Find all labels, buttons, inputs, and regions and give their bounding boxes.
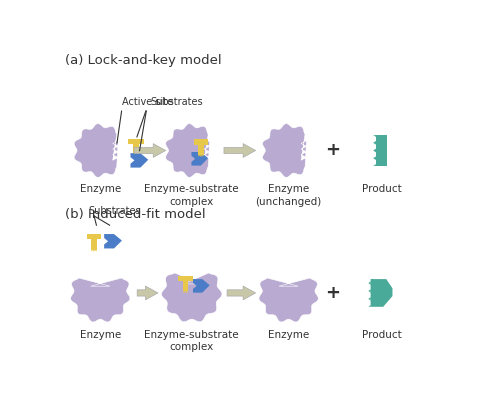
Polygon shape (376, 135, 387, 166)
Polygon shape (133, 143, 139, 155)
Polygon shape (131, 153, 148, 168)
Polygon shape (128, 139, 144, 144)
Polygon shape (198, 155, 204, 157)
Polygon shape (162, 273, 222, 322)
Polygon shape (71, 278, 130, 322)
Polygon shape (371, 279, 393, 307)
Polygon shape (259, 278, 318, 322)
Text: Enzyme-substrate
complex: Enzyme-substrate complex (144, 330, 239, 352)
Text: Substrates: Substrates (88, 206, 141, 216)
Text: (b) Induced-fit model: (b) Induced-fit model (65, 208, 205, 221)
Polygon shape (263, 123, 306, 177)
Text: Product: Product (362, 330, 401, 340)
Text: Enzyme: Enzyme (268, 330, 309, 340)
Polygon shape (373, 135, 379, 166)
Polygon shape (369, 279, 373, 307)
Text: Enzyme
(unchanged): Enzyme (unchanged) (255, 184, 322, 207)
Text: +: + (325, 284, 340, 302)
Polygon shape (178, 276, 193, 281)
Text: Product: Product (362, 184, 401, 194)
Polygon shape (192, 152, 208, 165)
Polygon shape (92, 238, 97, 250)
Text: Active site: Active site (122, 97, 173, 108)
Text: Enzyme: Enzyme (80, 330, 121, 340)
Polygon shape (104, 234, 122, 249)
Polygon shape (92, 250, 97, 252)
Text: Enzyme: Enzyme (80, 184, 121, 194)
Polygon shape (166, 123, 210, 177)
Polygon shape (133, 155, 139, 158)
Polygon shape (87, 234, 101, 239)
Polygon shape (193, 279, 210, 293)
Text: +: + (325, 142, 340, 160)
Polygon shape (183, 291, 188, 293)
Text: Enzyme-substrate
complex: Enzyme-substrate complex (144, 184, 239, 207)
Polygon shape (183, 280, 188, 291)
Text: Substrates: Substrates (150, 97, 203, 108)
Polygon shape (74, 123, 118, 177)
Polygon shape (194, 139, 208, 144)
Text: (a) Lock-and-key model: (a) Lock-and-key model (65, 54, 221, 67)
Polygon shape (198, 143, 204, 155)
